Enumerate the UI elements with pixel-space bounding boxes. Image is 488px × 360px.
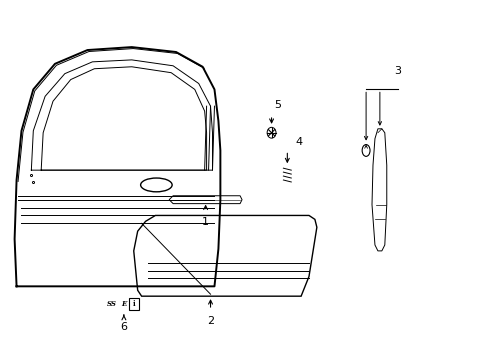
Text: 3: 3	[393, 66, 400, 76]
Text: 2: 2	[206, 316, 214, 326]
Text: SS: SS	[107, 300, 117, 308]
Text: 6: 6	[120, 322, 127, 332]
Text: 1: 1	[202, 217, 209, 228]
Text: E: E	[121, 300, 126, 308]
Text: 5: 5	[273, 100, 281, 110]
Text: i: i	[133, 300, 135, 308]
Text: 4: 4	[295, 136, 302, 147]
